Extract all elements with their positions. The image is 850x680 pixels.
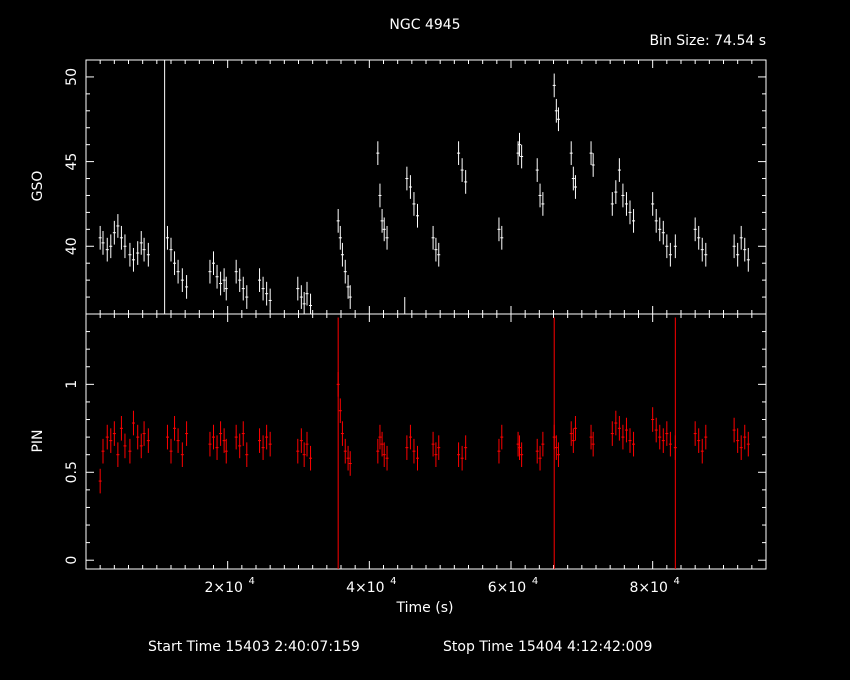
- y-tick-label: 0.5: [64, 461, 80, 483]
- pin-axis-label: PIN: [30, 429, 46, 452]
- y-tick-label: 45: [64, 153, 80, 171]
- panel-frame: [85, 59, 767, 315]
- x-tick-exponent: 4: [532, 576, 538, 587]
- x-tick-label: 4×10: [346, 580, 384, 596]
- x-tick-label: 8×10: [629, 580, 667, 596]
- y-tick-label: 40: [64, 237, 80, 255]
- panel-frame: [85, 313, 767, 570]
- y-tick-label: 1: [64, 380, 80, 389]
- x-tick-exponent: 4: [673, 576, 679, 587]
- chart-title: NGC 4945: [389, 17, 460, 33]
- start-time-label: Start Time 15403 2:40:07:159: [148, 639, 360, 655]
- stop-time-label: Stop Time 15404 4:12:42:009: [443, 639, 652, 655]
- y-tick-label: 0: [64, 556, 80, 565]
- x-tick-label: 2×10: [204, 580, 242, 596]
- pin-panel: 0 0.5 1 2×10 4 4×10 4 6×10 4 8×10 4: [64, 313, 767, 596]
- gso-panel: 40 45 50: [64, 59, 767, 315]
- time-axis-label: Time (s): [396, 600, 454, 616]
- x-tick-exponent: 4: [390, 576, 396, 587]
- x-tick-label: 6×10: [488, 580, 526, 596]
- x-tick-exponent: 4: [248, 576, 254, 587]
- bin-size-label: Bin Size: 74.54 s: [649, 33, 766, 49]
- y-tick-label: 50: [64, 68, 80, 86]
- gso-axis-label: GSO: [30, 171, 46, 202]
